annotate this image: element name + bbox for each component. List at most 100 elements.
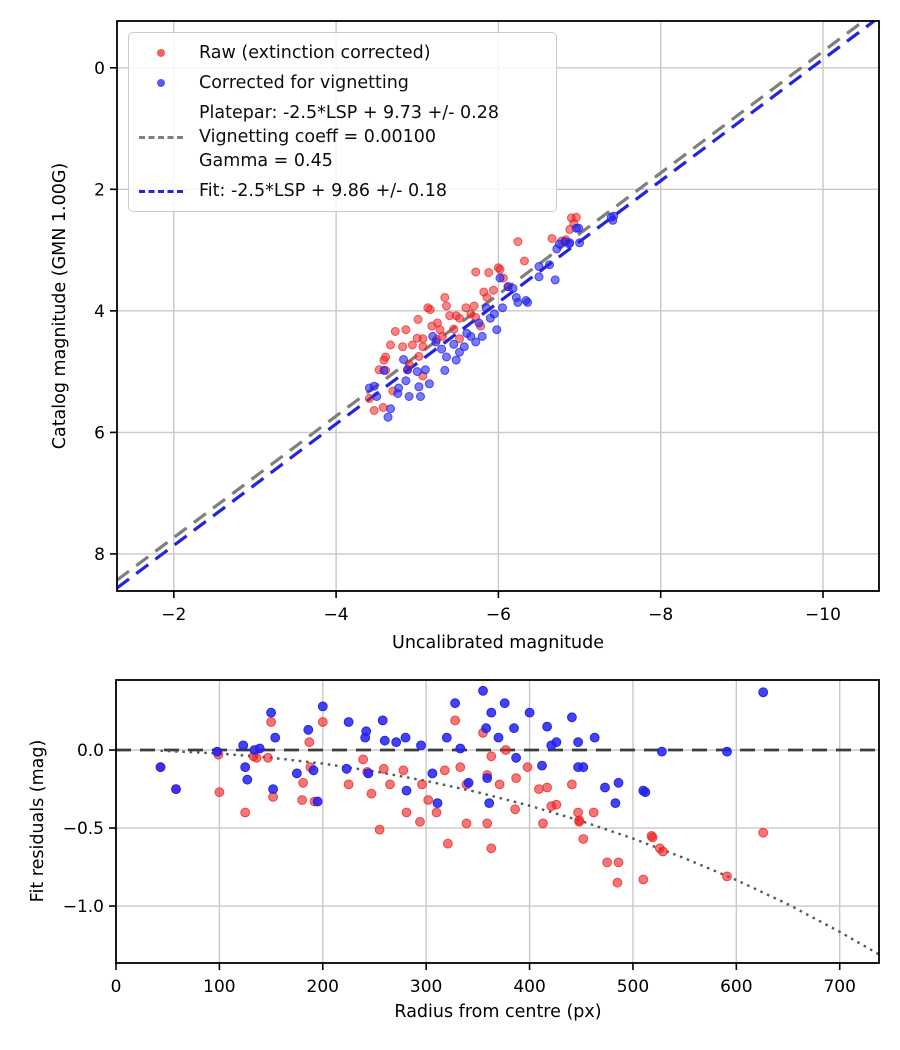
scatter-point bbox=[386, 404, 395, 414]
scatter-point bbox=[481, 723, 492, 734]
legend-marker-cell bbox=[137, 135, 185, 139]
scatter-point bbox=[509, 723, 519, 734]
top-chart-vignetting-points bbox=[364, 211, 619, 422]
top-chart-spines bbox=[116, 20, 880, 592]
scatter-point bbox=[423, 795, 434, 805]
scatter-point bbox=[415, 816, 425, 827]
scatter-point bbox=[519, 256, 529, 266]
scatter-point bbox=[437, 344, 447, 354]
bottom-chart-spines bbox=[115, 679, 880, 964]
scatter-point bbox=[404, 392, 414, 401]
scatter-point bbox=[398, 342, 408, 352]
scatter-point bbox=[722, 746, 732, 757]
scatter-point bbox=[431, 807, 442, 818]
bottom-chart-ytick-label: −0.5 bbox=[63, 819, 104, 839]
top-chart-ytick-label: 8 bbox=[94, 545, 105, 565]
scatter-point bbox=[317, 701, 328, 712]
top-chart-fit-line bbox=[116, 19, 876, 590]
scatter-point bbox=[391, 737, 402, 748]
scatter-point bbox=[608, 215, 618, 225]
scatter-point bbox=[240, 762, 251, 773]
scatter-point bbox=[417, 779, 427, 790]
scatter-point bbox=[431, 337, 441, 347]
scatter-point bbox=[482, 818, 493, 829]
top-chart-xtick-label: −2 bbox=[161, 605, 186, 625]
scatter-point bbox=[534, 272, 544, 282]
scatter-point bbox=[440, 293, 450, 302]
scatter-point bbox=[418, 342, 428, 352]
scatter-point bbox=[522, 762, 533, 773]
scatter-point bbox=[449, 339, 459, 349]
scatter-point bbox=[482, 773, 493, 783]
top-chart-xtick-label: −4 bbox=[324, 605, 349, 625]
scatter-point bbox=[442, 352, 451, 362]
scatter-point bbox=[437, 331, 447, 341]
scatter-point bbox=[432, 798, 443, 808]
scatter-point bbox=[461, 303, 471, 313]
scatter-point bbox=[758, 827, 769, 838]
legend-item-raw: Raw (extinction corrected) bbox=[137, 41, 548, 65]
scatter-point bbox=[455, 313, 464, 323]
scatter-point bbox=[647, 832, 658, 843]
scatter-point bbox=[542, 721, 552, 732]
top-chart-ytick-label: 6 bbox=[94, 423, 105, 443]
scatter-point bbox=[266, 707, 277, 718]
scatter-point bbox=[416, 392, 425, 401]
scatter-point bbox=[364, 383, 374, 393]
scatter-point bbox=[610, 798, 621, 808]
scatter-point bbox=[534, 262, 544, 271]
scatter-point bbox=[567, 712, 577, 723]
scatter-point bbox=[308, 765, 319, 776]
scatter-point bbox=[640, 787, 651, 798]
scatter-point bbox=[416, 740, 426, 751]
top-chart-ticks: −2 −4 −6 −8 −10 0 2 4 6 8 bbox=[94, 59, 841, 625]
scatter-point bbox=[304, 737, 315, 748]
legend-item-platepar: Platepar: -2.5*LSP + 9.73 +/- 0.28 Vigne… bbox=[137, 101, 548, 173]
scatter-point bbox=[425, 305, 435, 315]
scatter-point bbox=[486, 707, 497, 718]
scatter-point bbox=[574, 223, 584, 233]
legend-marker-cell bbox=[137, 49, 185, 57]
scatter-point bbox=[574, 816, 585, 827]
scatter-point bbox=[407, 340, 417, 350]
scatter-point bbox=[455, 743, 466, 754]
scatter-point bbox=[495, 273, 505, 283]
blue-dashed-line-marker bbox=[139, 189, 183, 193]
scatter-point bbox=[510, 804, 520, 815]
scatter-point bbox=[412, 367, 422, 377]
scatter-point bbox=[369, 406, 379, 415]
scatter-point bbox=[450, 698, 461, 709]
scatter-point bbox=[513, 297, 523, 307]
scatter-point bbox=[573, 737, 583, 748]
scatter-point bbox=[463, 777, 474, 788]
scatter-point bbox=[484, 268, 494, 278]
scatter-point bbox=[511, 752, 521, 763]
scatter-point bbox=[440, 365, 450, 375]
scatter-point bbox=[441, 732, 452, 743]
gray-dashed-line-marker bbox=[139, 135, 183, 139]
bottom-chart-vignetting-residuals bbox=[155, 685, 769, 808]
scatter-point bbox=[551, 799, 562, 810]
platepar-line-2: Vignetting coeff = 0.00100 bbox=[199, 127, 437, 147]
scatter-point bbox=[424, 379, 434, 389]
scatter-point bbox=[638, 874, 649, 885]
scatter-point bbox=[385, 779, 395, 790]
scatter-point bbox=[360, 732, 371, 743]
scatter-point bbox=[455, 762, 466, 773]
scatter-point bbox=[379, 355, 389, 365]
scatter-point bbox=[390, 327, 400, 336]
scatter-point bbox=[443, 838, 453, 849]
scatter-point bbox=[508, 283, 518, 293]
scatter-point bbox=[552, 244, 562, 254]
scatter-point bbox=[534, 784, 544, 794]
scatter-point bbox=[575, 238, 585, 248]
scatter-point bbox=[298, 777, 309, 788]
scatter-point bbox=[412, 333, 422, 343]
scatter-point bbox=[722, 871, 732, 882]
scatter-point bbox=[413, 314, 423, 324]
scatter-point bbox=[379, 365, 389, 375]
bottom-chart-xtick-label: 500 bbox=[617, 977, 649, 997]
scatter-point bbox=[238, 740, 249, 751]
scatter-point bbox=[268, 784, 279, 794]
bottom-chart: 0 100 200 300 400 500 600 700 0.0 −0.5 −1.0 bbox=[63, 679, 880, 997]
